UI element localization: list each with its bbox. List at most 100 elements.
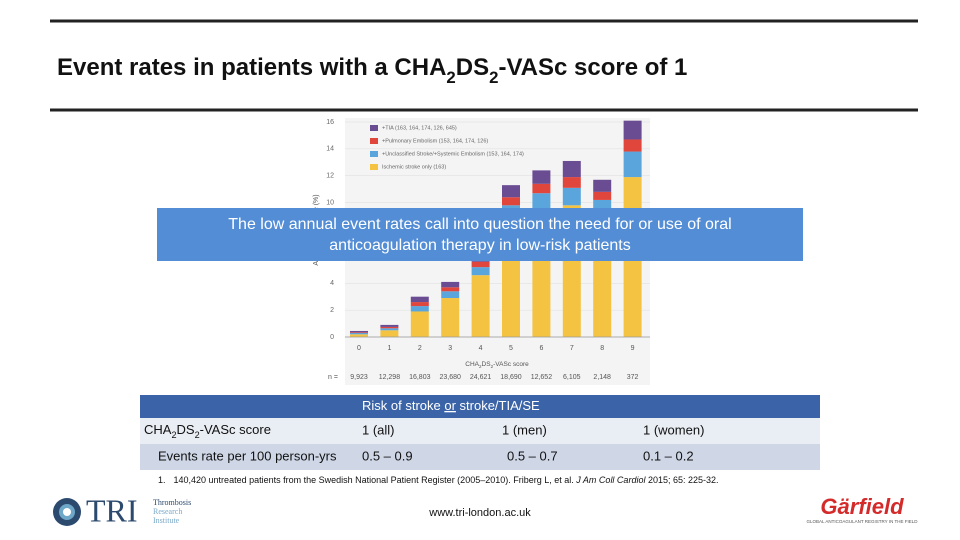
callout-text: The low annual event rates call into que… — [228, 216, 731, 233]
legend-label: +TIA (163, 164, 174, 126, 645) — [382, 125, 457, 131]
legend-swatch — [370, 125, 378, 131]
slide-title-part: DS — [456, 54, 489, 81]
slide-title-part: 2 — [489, 68, 498, 87]
table-header-part: Risk of stroke — [362, 398, 444, 413]
bar-segment — [350, 330, 368, 333]
bar-segment — [410, 306, 429, 312]
n-value: 23,680 — [439, 374, 461, 381]
logo-left-sub: Thrombosis — [153, 498, 191, 507]
bar-segment — [532, 170, 551, 184]
x-axis-label-part: DS — [482, 361, 492, 368]
legend-swatch — [370, 164, 378, 170]
slide-title-part: 2 — [446, 68, 455, 87]
footnote: 1. 140,420 untreated patients from the Sw… — [158, 475, 719, 485]
table-cell: 1 (women) — [643, 422, 704, 437]
bar-segment — [562, 160, 581, 178]
n-label: n = — [328, 374, 338, 381]
bar-segment — [380, 330, 399, 337]
x-axis-label-part: CHA — [465, 361, 479, 368]
bar-segment — [380, 328, 399, 331]
bar-segment — [502, 185, 520, 198]
footnote-part: J Am Coll Cardiol — [575, 475, 646, 485]
bar-segment — [593, 179, 612, 192]
table-cell-part: -VASc score — [200, 422, 271, 437]
callout-text: anticoagulation therapy in low-risk pati… — [329, 237, 631, 254]
footnote-part: 2015; 65: 225-32. — [645, 475, 718, 485]
x-tick-label: 6 — [539, 345, 543, 352]
bar-segment — [562, 177, 581, 188]
x-axis-label-part: 2 — [491, 364, 494, 369]
n-value: 18,690 — [500, 374, 522, 381]
n-value: 12,298 — [379, 374, 401, 381]
x-axis-label: CHA2DS2-VASc score — [465, 361, 529, 369]
table-cell-part: 2 — [195, 430, 200, 440]
table-cell: 1 (men) — [502, 422, 547, 437]
n-value: 6,105 — [563, 374, 581, 381]
bar-segment — [593, 191, 612, 200]
bar-segment — [441, 291, 460, 299]
bar-segment — [502, 197, 520, 206]
table-header: Risk of stroke or stroke/TIA/SE — [362, 398, 540, 413]
x-axis-label-part: 2 — [479, 364, 482, 369]
x-tick-label: 8 — [600, 345, 604, 352]
bar-segment — [623, 139, 642, 152]
table-row-bg — [140, 444, 820, 470]
logo-left-sub: Institute — [153, 516, 180, 525]
legend-label: +Unclassified Stroke/+Systemic Embolism … — [382, 151, 524, 157]
bar-segment — [410, 296, 429, 303]
y-tick-label: 14 — [326, 146, 334, 153]
bar-segment — [623, 120, 642, 140]
n-value: 2,148 — [593, 374, 611, 381]
slide-title-part: -VASc score of 1 — [498, 54, 687, 81]
x-tick-label: 1 — [387, 345, 391, 352]
table-header-part: stroke/TIA/SE — [456, 398, 540, 413]
bar-segment — [471, 275, 490, 337]
x-axis-label-part: -VASc score — [493, 361, 529, 368]
table-row-bg — [140, 418, 820, 444]
bar-segment — [380, 326, 399, 329]
x-tick-label: 9 — [631, 345, 635, 352]
n-value: 24,621 — [470, 374, 492, 381]
slide-title-part: Event rates in patients with a CHA — [57, 54, 446, 81]
table-cell: 0.5 – 0.7 — [507, 448, 558, 463]
bar-segment — [380, 324, 399, 327]
n-value: 16,803 — [409, 374, 431, 381]
url: www.tri-london.ac.uk — [428, 507, 531, 519]
y-tick-label: 0 — [330, 334, 334, 341]
y-tick-label: 10 — [326, 199, 334, 206]
bar-segment — [350, 334, 368, 337]
logo-right: Gärfield — [820, 494, 904, 519]
bar-segment — [410, 302, 429, 307]
table-cell: CHA2DS2-VASc score — [144, 422, 271, 440]
bar-segment — [532, 183, 551, 194]
logo-left-sub: Research — [153, 507, 182, 516]
bar-segment — [532, 193, 551, 210]
bar-segment — [562, 187, 581, 206]
table-cell: Events rate per 100 person-yrs — [158, 448, 337, 463]
table-cell-part: 2 — [171, 430, 176, 440]
y-tick-label: 16 — [326, 119, 334, 126]
logo-left: TRI — [86, 492, 138, 528]
n-value: 9,923 — [350, 374, 368, 381]
callout-box — [157, 208, 803, 261]
legend-label: Ischemic stroke only (163) — [382, 164, 446, 170]
y-tick-label: 2 — [330, 307, 334, 314]
x-tick-label: 7 — [570, 345, 574, 352]
y-tick-label: 4 — [330, 280, 334, 287]
slide-title: Event rates in patients with a CHA2DS2-V… — [57, 54, 687, 87]
bar-segment — [441, 298, 460, 337]
table-header-part: or — [444, 398, 456, 413]
y-tick-label: 12 — [326, 173, 334, 180]
n-value: 372 — [627, 374, 639, 381]
legend-swatch — [370, 138, 378, 144]
table-cell: 0.1 – 0.2 — [643, 448, 694, 463]
x-tick-label: 0 — [357, 345, 361, 352]
bar-segment — [471, 267, 490, 276]
table-header-bg — [140, 395, 820, 418]
logo-right-sub: GLOBAL ANTICOAGULANT REGISTRY IN THE FIE… — [806, 519, 918, 524]
bar-segment — [471, 261, 490, 268]
table-cell-part: CHA — [144, 422, 172, 437]
bar-segment — [350, 332, 368, 333]
legend-label: +Pulmonary Embolism (153, 164, 174, 126) — [382, 138, 488, 144]
